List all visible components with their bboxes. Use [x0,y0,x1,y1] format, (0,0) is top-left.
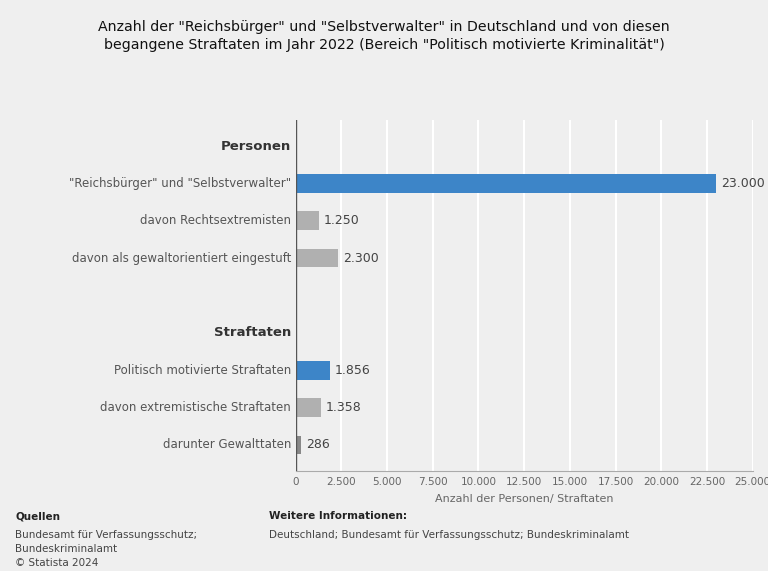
Text: darunter Gewalttaten: darunter Gewalttaten [163,439,291,452]
Text: 2.300: 2.300 [343,252,379,264]
Bar [296,249,338,267]
Text: Personen: Personen [221,139,291,152]
Text: Anzahl der "Reichsbürger" und "Selbstverwalter" in Deutschland und von diesen
be: Anzahl der "Reichsbürger" und "Selbstver… [98,20,670,53]
Text: 1.358: 1.358 [326,401,362,414]
Text: Quellen: Quellen [15,511,61,521]
Text: 1.250: 1.250 [323,214,359,227]
Text: 286: 286 [306,439,329,452]
Text: davon Rechtsextremisten: davon Rechtsextremisten [140,214,291,227]
Text: "Reichsbürger" und "Selbstverwalter": "Reichsbürger" und "Selbstverwalter" [69,177,291,190]
Bar [296,174,716,193]
Bar [296,436,301,455]
Text: Weitere Informationen:: Weitere Informationen: [269,511,407,521]
Bar [296,211,319,230]
Text: Bundesamt für Verfassungsschutz;
Bundeskriminalamt
© Statista 2024: Bundesamt für Verfassungsschutz; Bundesk… [15,530,197,568]
Text: 1.856: 1.856 [335,364,370,377]
Text: davon extremistische Straftaten: davon extremistische Straftaten [101,401,291,414]
Text: davon als gewaltorientiert eingestuft: davon als gewaltorientiert eingestuft [71,252,291,264]
Text: Deutschland; Bundesamt für Verfassungsschutz; Bundeskriminalamt: Deutschland; Bundesamt für Verfassungssc… [269,530,629,540]
Bar [296,361,329,380]
Text: Straftaten: Straftaten [214,327,291,339]
Bar [296,398,320,417]
Text: 23.000: 23.000 [721,177,765,190]
X-axis label: Anzahl der Personen/ Straftaten: Anzahl der Personen/ Straftaten [435,493,614,504]
Text: Politisch motivierte Straftaten: Politisch motivierte Straftaten [114,364,291,377]
